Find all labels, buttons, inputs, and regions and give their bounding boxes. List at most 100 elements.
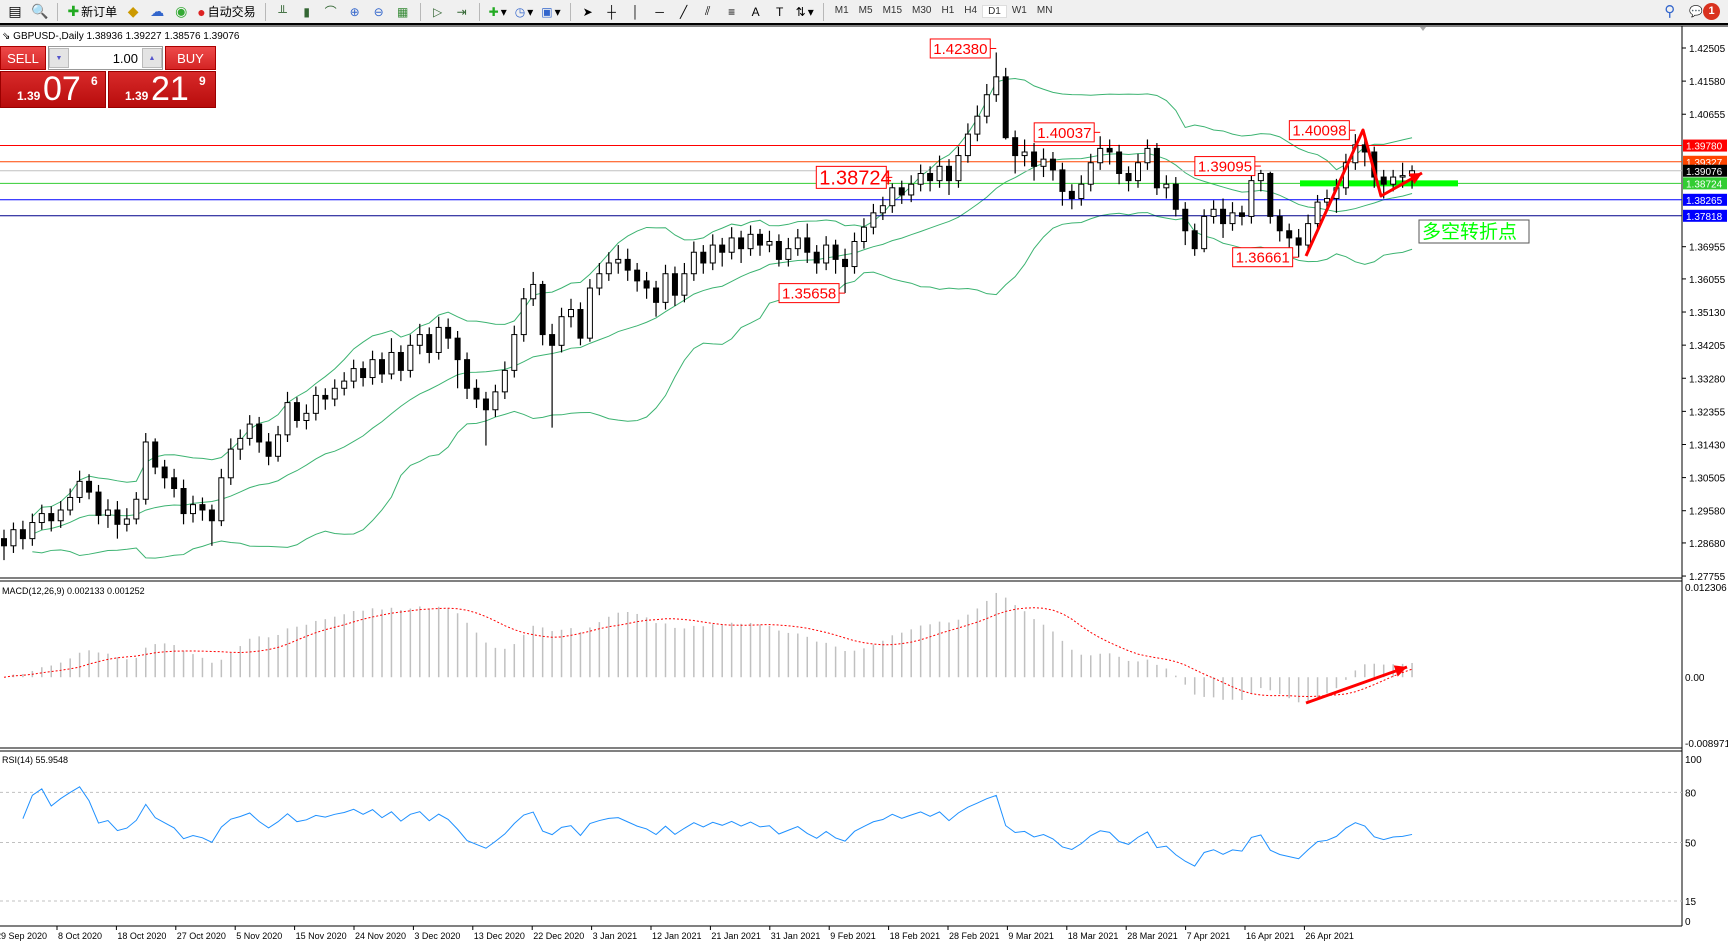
- autoscroll-button[interactable]: ▷: [427, 1, 449, 22]
- candle[interactable]: [1135, 162, 1141, 182]
- auto-trading-button[interactable]: ● 自动交易: [194, 1, 258, 22]
- candle[interactable]: [1182, 208, 1189, 232]
- candle[interactable]: [38, 513, 45, 524]
- zoom-in-button[interactable]: ⊕: [344, 1, 366, 22]
- macd-arrow[interactable]: [1305, 665, 1408, 705]
- candle[interactable]: [785, 248, 792, 260]
- text-label-button[interactable]: T: [769, 1, 791, 22]
- sell-button[interactable]: SELL: [0, 46, 46, 70]
- candle[interactable]: [1267, 172, 1274, 217]
- candle[interactable]: [681, 273, 688, 296]
- candle[interactable]: [445, 326, 452, 339]
- candle[interactable]: [19, 529, 26, 540]
- candle[interactable]: [615, 258, 622, 264]
- candle[interactable]: [530, 283, 537, 300]
- candle[interactable]: [766, 240, 773, 246]
- candle[interactable]: [832, 244, 839, 260]
- candle[interactable]: [624, 258, 631, 271]
- candle[interactable]: [473, 387, 480, 400]
- zoom-chart-button[interactable]: 🔍: [28, 1, 51, 22]
- candle[interactable]: [1116, 151, 1123, 174]
- candle[interactable]: [95, 491, 102, 516]
- candle[interactable]: [813, 251, 820, 264]
- candle[interactable]: [152, 441, 159, 468]
- candle[interactable]: [331, 387, 338, 400]
- candle[interactable]: [596, 273, 603, 289]
- candle[interactable]: [738, 237, 745, 250]
- candle[interactable]: [908, 183, 915, 196]
- candle[interactable]: [397, 351, 404, 371]
- vertical-line-button[interactable]: │: [625, 1, 647, 22]
- candle[interactable]: [341, 380, 348, 389]
- candle[interactable]: [1, 538, 7, 547]
- periods-button[interactable]: ◷ ▾: [514, 4, 534, 19]
- candle[interactable]: [549, 334, 556, 346]
- candle[interactable]: [435, 326, 442, 353]
- bar-chart-button[interactable]: ╨: [272, 1, 294, 22]
- candle[interactable]: [407, 344, 414, 371]
- timeframe-m1[interactable]: M1: [834, 5, 849, 16]
- candle[interactable]: [860, 226, 867, 242]
- candle[interactable]: [511, 334, 518, 371]
- ask-price[interactable]: 1.39 21 9: [108, 71, 216, 108]
- candle[interactable]: [246, 423, 253, 439]
- market-watch-button[interactable]: ◆: [122, 1, 144, 22]
- candle-chart-button[interactable]: ▮: [296, 1, 318, 22]
- candle[interactable]: [1087, 162, 1094, 185]
- candle[interactable]: [218, 477, 225, 522]
- candle[interactable]: [823, 244, 830, 264]
- candle[interactable]: [1097, 147, 1104, 164]
- candle[interactable]: [700, 251, 707, 264]
- timeframe-mn[interactable]: MN: [1036, 5, 1053, 16]
- candle[interactable]: [709, 244, 716, 264]
- timeframe-h4[interactable]: H4: [964, 5, 978, 16]
- candle[interactable]: [1012, 137, 1019, 157]
- price-label-box[interactable]: [815, 165, 887, 189]
- buy-button[interactable]: BUY: [165, 46, 216, 70]
- candle[interactable]: [974, 115, 981, 135]
- candle[interactable]: [757, 233, 763, 246]
- candle[interactable]: [199, 504, 206, 511]
- chart-shift-button[interactable]: ⇥: [451, 1, 473, 22]
- candle[interactable]: [57, 509, 64, 522]
- candle[interactable]: [993, 76, 1000, 96]
- candle[interactable]: [76, 480, 83, 498]
- timeframe-h1[interactable]: H1: [941, 5, 955, 16]
- fibonacci-button[interactable]: ≡: [721, 1, 743, 22]
- candle[interactable]: [728, 237, 735, 253]
- candle[interactable]: [851, 240, 858, 268]
- candle[interactable]: [426, 334, 433, 353]
- candle[interactable]: [1078, 183, 1085, 200]
- signal-button[interactable]: ◉: [170, 1, 192, 22]
- navigator-button[interactable]: ☁: [146, 1, 168, 22]
- price-label-box[interactable]: [1194, 156, 1256, 177]
- candle[interactable]: [416, 334, 423, 346]
- candle[interactable]: [369, 359, 376, 379]
- candle[interactable]: [879, 205, 886, 214]
- price-label-box[interactable]: [929, 38, 991, 59]
- candle[interactable]: [237, 437, 244, 450]
- arrows-button[interactable]: ⇅ ▾: [795, 4, 814, 19]
- candle[interactable]: [1390, 176, 1397, 185]
- candle[interactable]: [114, 509, 121, 525]
- lot-size-input[interactable]: 1.00: [112, 50, 138, 66]
- candle[interactable]: [1106, 147, 1113, 153]
- cursor-button[interactable]: ➤: [577, 1, 599, 22]
- candle[interactable]: [293, 402, 300, 421]
- candle[interactable]: [586, 287, 593, 339]
- candle[interactable]: [1191, 230, 1198, 250]
- candle[interactable]: [927, 172, 934, 182]
- candle[interactable]: [1210, 208, 1217, 217]
- candle[interactable]: [964, 133, 971, 157]
- timeframe-w1[interactable]: W1: [1011, 5, 1027, 16]
- timeframe-m5[interactable]: M5: [858, 5, 873, 16]
- candle[interactable]: [1201, 215, 1208, 250]
- candle[interactable]: [86, 480, 93, 493]
- candle[interactable]: [842, 258, 849, 268]
- candle[interactable]: [312, 394, 319, 414]
- timeframe-d1[interactable]: D1: [982, 5, 1007, 18]
- candle[interactable]: [171, 477, 178, 490]
- candle[interactable]: [1068, 190, 1075, 200]
- lot-increase-button[interactable]: ▲: [142, 48, 162, 68]
